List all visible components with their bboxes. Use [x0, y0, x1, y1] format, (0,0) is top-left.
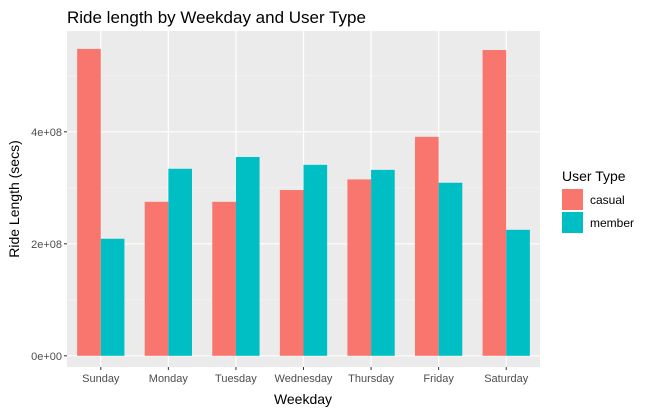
bar-member-tuesday	[235, 157, 260, 356]
bar-member-saturday	[506, 229, 530, 356]
bar-member-wednesday	[303, 164, 328, 356]
legend-key-casual	[562, 189, 583, 210]
x-tick-label: Monday	[149, 373, 189, 385]
bar-member-friday	[438, 182, 463, 356]
legend-title: User Type	[562, 168, 626, 184]
x-axis-title: Weekday	[274, 391, 332, 407]
x-tick-label: Sunday	[82, 373, 120, 385]
x-tick-label: Friday	[423, 373, 454, 385]
bars	[77, 48, 530, 356]
x-tick-label: Tuesday	[215, 373, 257, 385]
bar-casual-saturday	[482, 50, 507, 356]
bar-casual-tuesday	[212, 201, 236, 356]
legend: User Type casual member	[562, 168, 634, 233]
legend-label-casual: casual	[590, 193, 625, 207]
y-tick-label: 2e+08	[31, 239, 62, 251]
x-tick-label: Wednesday	[275, 373, 333, 385]
bar-casual-sunday	[77, 48, 101, 356]
y-tick-label: 0e+00	[31, 351, 62, 363]
bar-member-sunday	[100, 238, 125, 356]
legend-key-member	[562, 212, 583, 233]
bar-casual-friday	[414, 136, 439, 356]
bar-casual-thursday	[347, 179, 372, 356]
chart-title: Ride length by Weekday and User Type	[67, 8, 366, 27]
legend-items: casual member	[562, 189, 634, 233]
x-axis: Sunday Monday Tuesday Wednesday Thursday Frid…	[82, 367, 529, 385]
y-axis-title: Ride Length (secs)	[6, 140, 22, 258]
x-tick-label: Saturday	[484, 373, 529, 385]
bar-casual-wednesday	[279, 190, 304, 356]
y-tick-label: 4e+08	[31, 127, 62, 139]
y-axis: 0e+00 2e+08 4e+08	[31, 127, 67, 363]
legend-label-member: member	[590, 216, 634, 230]
bar-member-monday	[168, 168, 193, 356]
bar-casual-monday	[144, 201, 169, 356]
x-tick-label: Thursday	[348, 373, 394, 385]
bar-member-thursday	[371, 169, 395, 356]
